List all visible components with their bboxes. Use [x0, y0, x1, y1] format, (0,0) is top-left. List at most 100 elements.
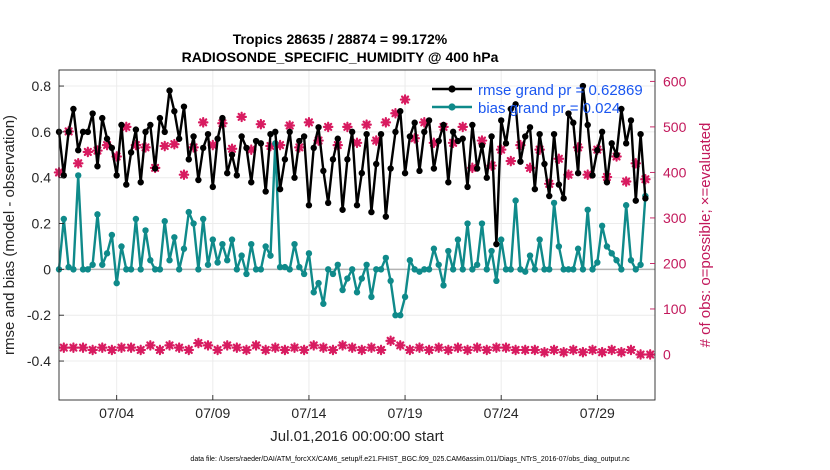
- obs-evaluated-point: [327, 344, 339, 356]
- rmse-point: [166, 87, 173, 94]
- bias-point: [416, 268, 423, 275]
- bias-point: [89, 261, 96, 268]
- obs-possible-point: [245, 144, 257, 155]
- rmse-point: [118, 121, 125, 129]
- bias-point: [175, 266, 183, 273]
- data-file-footer: data file: /Users/raeder/DAI/ATM_forcXX/…: [190, 456, 630, 463]
- y-axis-right-label: # of obs: o=possible; ×=evaluated: [697, 123, 714, 348]
- rmse-point: [642, 195, 649, 202]
- rmse-point: [550, 130, 558, 138]
- obs-evaluated-point: [241, 344, 252, 356]
- rmse-point: [517, 158, 524, 165]
- rmse-point: [99, 114, 106, 122]
- obs-possible-point: [92, 145, 103, 156]
- obs-evaluated-point: [77, 342, 89, 353]
- bias-point: [608, 250, 615, 257]
- rmse-point: [401, 169, 409, 177]
- rmse-point: [353, 202, 361, 209]
- rmse-point: [406, 133, 414, 140]
- rmse-point: [382, 213, 390, 220]
- rmse-point: [531, 185, 539, 193]
- rmse-point: [108, 144, 116, 152]
- y-right-tick-label: 400: [663, 164, 687, 180]
- rmse-point: [502, 140, 510, 147]
- rmse-point: [267, 130, 274, 138]
- bias-point: [579, 266, 587, 273]
- obs-evaluated-point: [443, 344, 454, 356]
- x-tick-label: 07/29: [580, 405, 615, 421]
- bias-point: [305, 250, 313, 257]
- obs-possible-point: [428, 137, 440, 149]
- x-tick-label: 07/19: [388, 405, 423, 421]
- obs-evaluated-point: [414, 342, 425, 353]
- obs-possible-point: [303, 117, 315, 128]
- obs-possible-point: [467, 162, 478, 174]
- bias-point: [363, 261, 370, 268]
- bias-point: [70, 266, 77, 273]
- bias-point: [344, 275, 351, 282]
- y-right-tick-label: 200: [663, 255, 687, 271]
- obs-possible-point: [140, 142, 151, 153]
- bias-point: [267, 252, 274, 259]
- bias-point: [353, 289, 361, 296]
- rmse-point: [291, 174, 298, 181]
- bias-point: [209, 236, 217, 243]
- x-tick-label: 07/04: [99, 405, 134, 421]
- rmse-point: [180, 103, 188, 110]
- obs-evaluated-point: [202, 340, 214, 351]
- obs-evaluated-point: [385, 335, 396, 347]
- bias-point: [195, 266, 202, 273]
- bias-point: [618, 266, 625, 273]
- obs-possible-point: [486, 160, 497, 171]
- obs-possible-point: [515, 139, 526, 151]
- rmse-point: [334, 135, 341, 142]
- bias-point: [382, 254, 390, 262]
- bias-point: [522, 268, 529, 275]
- bias-point: [190, 220, 197, 227]
- rmse-point: [493, 240, 500, 248]
- rmse-point: [497, 117, 505, 124]
- rmse-point: [483, 174, 490, 181]
- rmse-point: [324, 199, 332, 207]
- rmse-point: [421, 128, 428, 136]
- bias-point: [435, 261, 442, 268]
- obs-evaluated-point: [635, 349, 646, 360]
- bias-point: [243, 270, 250, 278]
- rmse-point: [512, 101, 519, 108]
- obs-possible-point: [169, 138, 180, 150]
- rmse-point: [151, 165, 159, 172]
- obs-evaluated-point: [500, 342, 512, 353]
- bias-point: [118, 243, 125, 250]
- rmse-point: [536, 130, 543, 138]
- bias-point: [94, 211, 101, 218]
- obs-evaluated-point: [125, 342, 137, 353]
- obs-evaluated-point: [529, 344, 541, 356]
- rmse-point: [449, 128, 457, 136]
- bias-point: [334, 261, 341, 268]
- y-axis-left-label: rmse and bias (model - observation): [1, 115, 18, 355]
- rmse-point: [113, 172, 120, 179]
- rmse-point: [565, 110, 572, 117]
- bias-point: [358, 275, 366, 282]
- rmse-point: [363, 130, 370, 138]
- bias-point: [541, 266, 548, 273]
- obs-possible-point: [399, 94, 411, 105]
- rmse-point: [397, 108, 404, 115]
- obs-possible-point: [409, 132, 420, 144]
- bias-point: [123, 266, 130, 273]
- bias-point: [603, 243, 611, 250]
- obs-possible-point: [380, 117, 392, 128]
- bias-point: [257, 266, 265, 273]
- bias-point: [565, 266, 572, 273]
- obs-possible-point: [630, 158, 642, 169]
- bias-point: [339, 286, 346, 294]
- bias-point: [598, 222, 606, 230]
- obs-possible-point: [582, 169, 594, 180]
- bias-line-group: [55, 140, 649, 319]
- obs-evaluated-point: [231, 342, 243, 353]
- y-left-tick-label: 0.4: [32, 170, 52, 186]
- legend-rmse-label: rmse grand pr = 0.62869: [478, 82, 643, 99]
- rmse-point: [315, 124, 322, 131]
- y-right-tick-label: 500: [663, 119, 687, 135]
